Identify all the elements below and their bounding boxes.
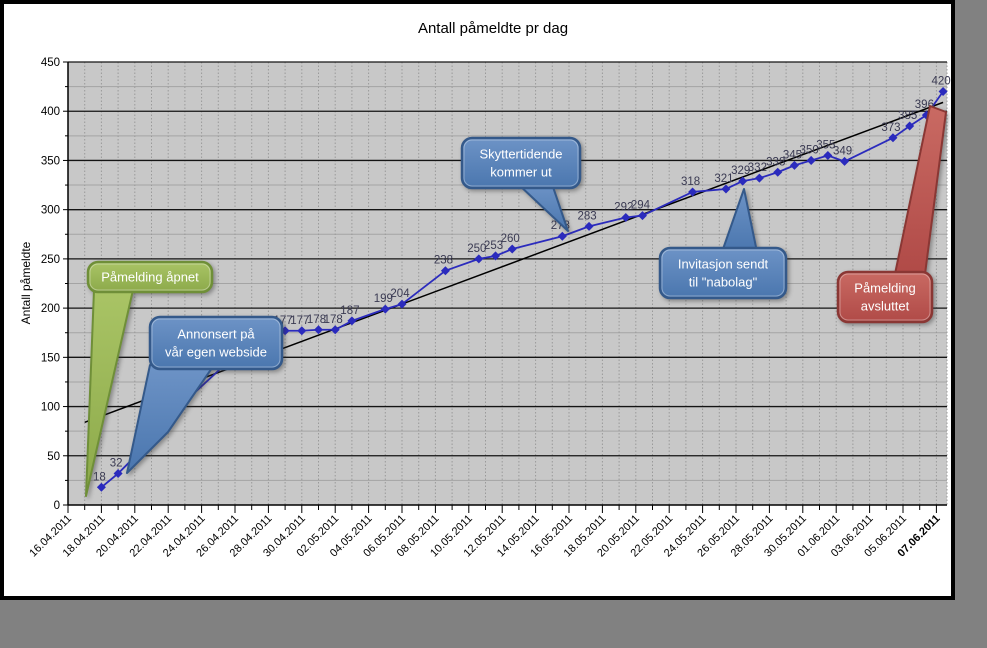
callout-invitasjon[interactable]: Invitasjon sendt til "nabolag" — [658, 188, 788, 300]
data-point-label: 355 — [816, 140, 835, 152]
series-markers — [96, 87, 948, 492]
data-point-marker[interactable] — [507, 244, 517, 254]
data-point-label: 32 — [110, 457, 123, 469]
data-point-marker[interactable] — [637, 211, 647, 221]
data-point-marker[interactable] — [380, 304, 390, 314]
data-point-marker[interactable] — [688, 187, 698, 197]
callout-paamelding-aapnet-highlight — [89, 263, 211, 291]
callout-invitasjon-box[interactable] — [658, 246, 788, 300]
callout-annonsert-webside-box[interactable] — [148, 315, 284, 371]
y-tick-label: 350 — [41, 155, 60, 167]
data-point-label: 294 — [631, 200, 651, 212]
data-point-marker[interactable] — [96, 482, 106, 492]
callout-paamelding-aapnet[interactable]: Påmelding åpnet — [85, 260, 214, 497]
callout-paamelding-aapnet-box[interactable] — [86, 260, 214, 294]
chart-title: Antall påmeldte pr dag — [418, 20, 568, 37]
y-tick-label: 250 — [41, 254, 60, 266]
data-point-marker[interactable] — [754, 173, 764, 183]
data-point-marker[interactable] — [491, 251, 501, 261]
callout-skyttertidende-text: kommer ut — [490, 165, 552, 180]
data-point-marker[interactable] — [397, 299, 407, 309]
data-point-marker[interactable] — [888, 133, 898, 143]
callout-paamelding-aapnet-text: Påmelding åpnet — [101, 270, 199, 285]
data-point-label: 332 — [748, 162, 767, 174]
data-point-marker[interactable] — [621, 213, 631, 223]
data-point-label: 321 — [714, 173, 733, 185]
callout-avsluttet-text: avsluttet — [861, 299, 910, 314]
callout-avsluttet[interactable]: Påmelding avsluttet — [836, 105, 947, 324]
data-point-marker[interactable] — [347, 316, 357, 326]
data-point-label: 350 — [800, 144, 819, 156]
data-point-label: 318 — [681, 176, 700, 188]
data-point-label: 420 — [931, 76, 950, 88]
data-point-marker[interactable] — [806, 155, 816, 165]
y-tick-label: 0 — [54, 500, 60, 512]
data-point-label: 18 — [93, 471, 106, 483]
data-labels: 1832177177178178187199204238250253260273… — [93, 76, 951, 484]
data-point-label: 283 — [577, 210, 596, 222]
callout-annonsert-webside-text: Annonsert på — [177, 327, 255, 342]
data-point-marker[interactable] — [584, 221, 594, 231]
y-tick-label: 300 — [41, 205, 60, 217]
data-point-label: 385 — [898, 110, 917, 122]
data-point-marker[interactable] — [789, 160, 799, 170]
data-point-label: 178 — [307, 314, 326, 326]
data-point-marker[interactable] — [721, 184, 731, 194]
data-point-marker[interactable] — [330, 325, 340, 335]
data-point-marker[interactable] — [557, 231, 567, 241]
data-point-label: 292 — [614, 202, 633, 214]
data-point-marker[interactable] — [113, 468, 123, 479]
callout-annonsert-webside-text: vår egen webside — [165, 345, 267, 360]
y-tick-label: 50 — [47, 451, 60, 463]
callout-skyttertidende[interactable]: Skyttertidende kommer ut — [460, 136, 582, 232]
callout-avsluttet-text: Påmelding — [854, 281, 915, 296]
y-tick-label: 450 — [41, 57, 60, 69]
y-tick-label: 400 — [41, 106, 60, 118]
data-point-marker[interactable] — [297, 326, 307, 336]
data-point-marker[interactable] — [313, 325, 324, 335]
data-point-label: 253 — [484, 240, 503, 252]
data-point-marker[interactable] — [474, 254, 484, 264]
callout-skyttertidende-text: Skyttertidende — [479, 147, 562, 162]
data-point-marker[interactable] — [823, 151, 833, 161]
data-point-marker[interactable] — [938, 87, 948, 97]
callout-annonsert-webside-highlight — [151, 318, 281, 368]
data-point-label: 178 — [324, 314, 343, 326]
data-point-marker[interactable] — [773, 167, 783, 177]
data-point-label: 349 — [833, 145, 852, 157]
callout-avsluttet-highlight — [839, 273, 931, 321]
axis-ticks — [63, 61, 937, 513]
data-point-label: 260 — [501, 233, 520, 245]
data-point-label: 199 — [374, 293, 393, 305]
callout-skyttertidende-highlight — [463, 139, 579, 187]
y-tick-label: 200 — [41, 303, 60, 315]
data-point-marker[interactable] — [738, 176, 748, 186]
data-point-label: 204 — [390, 288, 410, 300]
data-point-label: 238 — [434, 255, 453, 267]
callout-avsluttet-box[interactable] — [836, 270, 934, 324]
data-point-marker[interactable] — [840, 156, 850, 166]
data-point-label: 177 — [290, 315, 309, 327]
data-point-marker[interactable] — [905, 121, 915, 131]
data-point-label: 329 — [731, 165, 750, 177]
data-point-label: 345 — [783, 149, 802, 161]
callout-skyttertidende-box[interactable] — [460, 136, 582, 190]
callout-invitasjon-text: til "nabolag" — [689, 275, 758, 290]
data-point-label: 250 — [467, 243, 486, 255]
data-point-marker[interactable] — [440, 266, 450, 276]
callout-invitasjon-highlight — [661, 249, 785, 297]
callout-invitasjon-text: Invitasjon sendt — [678, 257, 769, 272]
data-point-label: 187 — [340, 305, 359, 317]
data-point-label: 338 — [766, 156, 785, 168]
y-tick-label: 150 — [41, 352, 60, 364]
y-tick-label: 100 — [41, 402, 60, 414]
callout-annonsert-webside[interactable]: Annonsert på vår egen webside — [126, 315, 284, 474]
data-point-label: 373 — [881, 122, 900, 134]
y-axis-title: Antall påmeldte — [19, 241, 33, 324]
